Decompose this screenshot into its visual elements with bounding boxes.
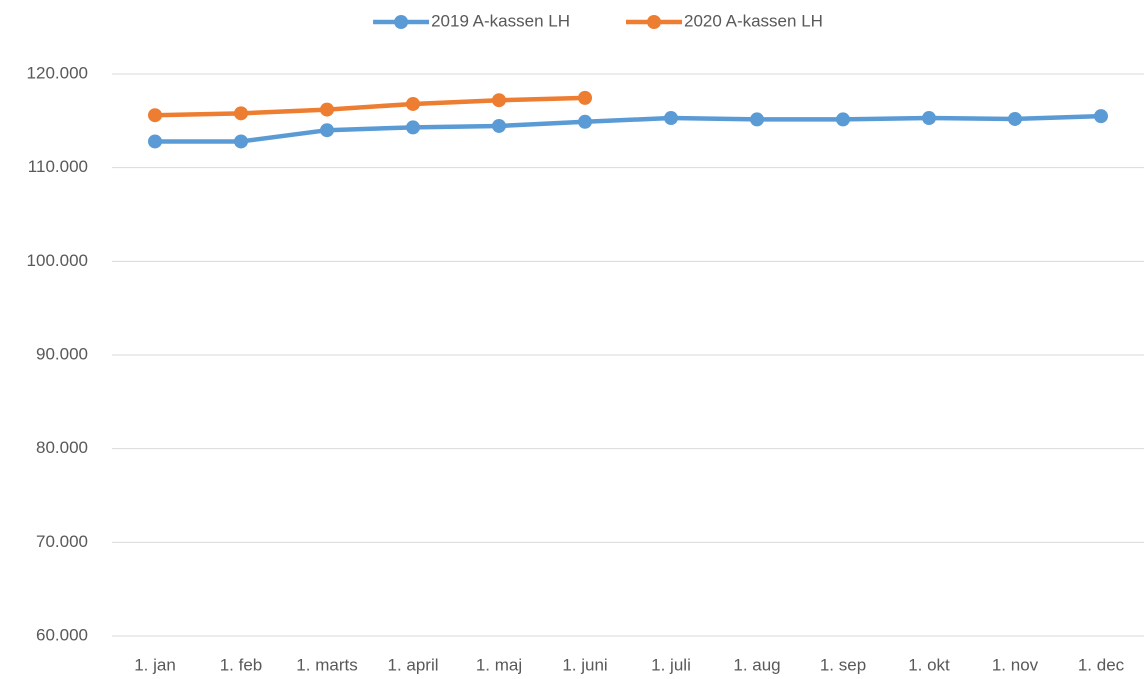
y-tick-label: 120.000 (27, 63, 88, 82)
data-point (1008, 111, 1022, 126)
x-tick-label: 1. maj (476, 655, 522, 674)
y-tick-label: 70.000 (36, 532, 88, 551)
data-point (320, 102, 334, 117)
legend-item: 2020 A-kassen LH (626, 11, 823, 30)
y-tick-label: 90.000 (36, 344, 88, 363)
series-line (155, 113, 1102, 144)
y-tick-label: 80.000 (36, 438, 88, 457)
data-point (492, 118, 506, 133)
legend-label: 2020 A-kassen LH (684, 11, 823, 30)
x-tick-label: 1. dec (1078, 655, 1125, 674)
series-line (154, 95, 586, 118)
x-tick-label: 1. nov (992, 655, 1039, 674)
data-point (320, 123, 334, 138)
x-tick-label: 1. sep (820, 655, 866, 674)
data-point (406, 120, 420, 135)
data-point (1094, 109, 1108, 124)
data-point (148, 134, 162, 149)
data-point (234, 106, 248, 121)
y-tick-label: 60.000 (36, 625, 88, 644)
x-tick-label: 1. jan (134, 655, 176, 674)
data-point (234, 134, 248, 149)
x-tick-label: 1. aug (733, 655, 780, 674)
data-point (492, 93, 506, 108)
x-tick-label: 1. feb (220, 655, 263, 674)
y-tick-label: 100.000 (27, 251, 88, 270)
data-point (750, 112, 764, 127)
data-point (836, 112, 850, 127)
x-tick-label: 1. marts (296, 655, 357, 674)
y-tick-label: 110.000 (28, 157, 88, 176)
x-tick-label: 1. juli (651, 655, 691, 674)
x-tick-label: 1. okt (908, 655, 950, 674)
data-point (148, 108, 162, 123)
legend-item: 2019 A-kassen LH (373, 11, 570, 30)
x-tick-label: 1. juni (562, 655, 607, 674)
data-point (406, 96, 420, 111)
legend-label: 2019 A-kassen LH (431, 11, 570, 30)
legend-marker (647, 15, 661, 29)
data-point (664, 111, 678, 126)
data-point (578, 90, 592, 105)
legend-marker (394, 15, 409, 29)
data-point (922, 111, 936, 126)
data-point (578, 114, 592, 129)
x-tick-label: 1. april (387, 655, 438, 674)
